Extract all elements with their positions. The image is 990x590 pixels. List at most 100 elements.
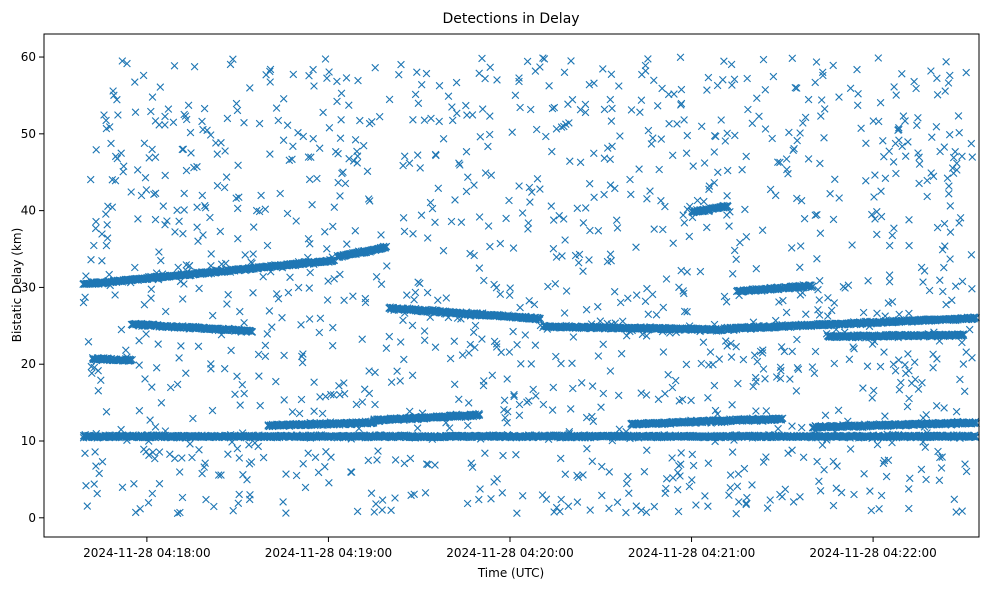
data-point [478,105,487,113]
data-point [92,146,100,154]
data-point [272,377,280,386]
data-point [539,400,548,409]
data-point [892,91,900,99]
data-point [567,57,575,65]
data-point [140,445,148,454]
data-point [186,440,194,448]
data-point [383,262,391,270]
data-point [675,461,683,470]
data-point [632,502,641,510]
data-point [245,495,254,504]
data-point [276,189,284,198]
data-point [255,119,264,128]
data-point [590,149,598,158]
data-point [241,251,249,259]
data-point [748,481,756,489]
data-point [821,411,830,420]
data-point [874,54,883,62]
data-point [387,378,396,386]
data-point [650,225,658,233]
data-point [353,507,362,516]
data-point [590,193,598,202]
data-point [496,239,505,248]
data-point [776,158,784,167]
data-point [178,493,187,502]
data-point [492,340,501,348]
data-point [919,278,927,286]
data-point [766,185,775,194]
data-point [647,140,656,148]
data-point [345,154,353,163]
data-point [450,380,459,389]
data-point [179,229,187,238]
data-point [245,441,253,449]
data-point [642,508,651,517]
data-point [704,459,713,467]
data-point [560,309,569,317]
data-point [581,108,590,117]
data-point [371,400,379,409]
data-point [187,149,195,157]
data-point [400,227,409,236]
data-point [820,105,829,113]
data-point [334,178,342,187]
data-point [607,70,616,79]
data-point [579,267,587,275]
data-point [309,134,317,143]
data-point [407,491,415,500]
data-point [710,148,719,156]
data-point [193,203,201,211]
data-point [422,460,431,468]
data-point [904,350,912,358]
data-point [961,460,969,468]
data-point [492,283,501,292]
data-point [585,80,594,89]
data-point [655,165,663,174]
data-point [616,298,625,307]
data-point [479,381,488,390]
data-point [727,353,736,361]
data-point [938,245,947,254]
data-point [871,215,879,223]
data-point [556,454,565,463]
data-point [573,204,582,213]
data-point [280,351,288,360]
data-point [496,290,505,298]
data-point [788,422,796,430]
data-point [343,240,351,248]
data-point [330,203,339,211]
data-point [316,314,325,323]
data-point [936,276,944,284]
data-point [704,73,713,82]
data-point [588,382,597,390]
data-point [423,288,432,297]
data-point [813,255,821,263]
data-point [232,194,240,202]
data-point [86,175,95,184]
data-point [958,507,966,515]
data-point [687,396,695,405]
data-point [894,126,902,134]
data-point [340,389,349,398]
data-point [834,406,843,415]
data-point [739,355,748,364]
data-point [305,175,314,184]
data-point [349,292,357,300]
data-point [750,351,759,359]
data-point [503,418,511,427]
data-point [728,81,736,89]
data-point [638,70,646,79]
data-point [895,124,903,132]
data-point [391,456,400,464]
data-point [235,490,243,499]
data-point [221,147,229,155]
data-point [689,461,698,470]
data-point [255,372,263,380]
data-point [913,121,921,130]
data-point [951,282,960,290]
data-point [956,214,965,222]
data-point [550,103,559,112]
data-point [525,397,533,405]
data-point [528,188,536,196]
data-point [589,417,598,426]
